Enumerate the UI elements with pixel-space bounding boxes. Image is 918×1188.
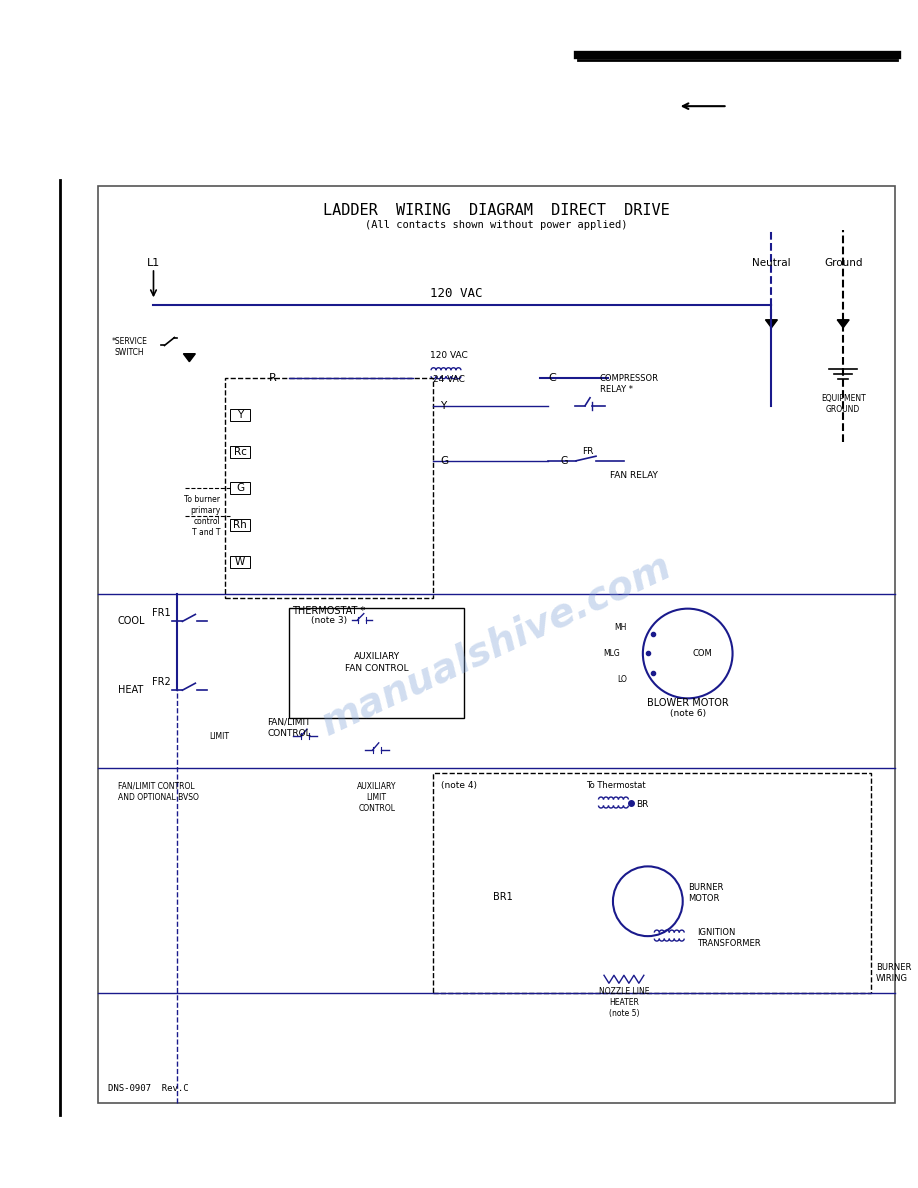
- Text: NOZZLE LINE
HEATER
(note 5): NOZZLE LINE HEATER (note 5): [599, 987, 649, 1018]
- Text: *SERVICE
SWITCH: *SERVICE SWITCH: [112, 337, 148, 358]
- Text: To Thermostat: To Thermostat: [586, 781, 645, 790]
- Text: AUXILIARY
LIMIT
CONTROL: AUXILIARY LIMIT CONTROL: [357, 782, 397, 813]
- Text: THERMOSTAT *: THERMOSTAT *: [292, 606, 365, 617]
- Bar: [230, 556, 251, 568]
- Bar: [230, 519, 251, 531]
- Text: L1: L1: [147, 258, 160, 268]
- Text: W: W: [235, 557, 245, 567]
- Text: manualshive.com: manualshive.com: [315, 546, 677, 742]
- Bar: [230, 482, 251, 494]
- Text: AUXILIARY
FAN CONTROL: AUXILIARY FAN CONTROL: [345, 652, 409, 674]
- Text: C: C: [548, 373, 556, 384]
- Text: (note 6): (note 6): [669, 709, 706, 719]
- Bar: [289, 607, 465, 718]
- Text: BR1: BR1: [493, 892, 512, 902]
- Text: R: R: [269, 373, 277, 384]
- Text: Y: Y: [441, 400, 447, 411]
- Text: 120 VAC: 120 VAC: [430, 352, 467, 360]
- Text: To burner
primary
control
T and T: To burner primary control T and T: [185, 494, 220, 537]
- Text: FAN RELAY: FAN RELAY: [610, 470, 658, 480]
- Text: BURNER
WIRING: BURNER WIRING: [876, 963, 912, 984]
- Text: G: G: [560, 456, 567, 466]
- Text: COOL: COOL: [118, 617, 145, 626]
- Text: (note 3): (note 3): [311, 617, 347, 625]
- Text: G: G: [236, 484, 244, 493]
- Text: (note 4): (note 4): [441, 781, 476, 790]
- Text: FR2: FR2: [152, 677, 172, 687]
- Text: LADDER  WIRING  DIAGRAM  DIRECT  DRIVE: LADDER WIRING DIAGRAM DIRECT DRIVE: [323, 203, 670, 219]
- Text: G: G: [441, 456, 449, 466]
- Bar: [230, 446, 251, 457]
- Bar: [225, 378, 432, 599]
- Text: Rh: Rh: [233, 520, 247, 530]
- Text: FR1: FR1: [152, 608, 171, 619]
- Text: FAN/LIMIT
CONTROL: FAN/LIMIT CONTROL: [267, 718, 311, 738]
- Bar: [97, 185, 895, 1104]
- Text: MLG: MLG: [603, 649, 620, 658]
- Text: DNS-0907  Rev.C: DNS-0907 Rev.C: [107, 1085, 188, 1093]
- Text: LIMIT: LIMIT: [209, 732, 230, 740]
- Text: BR: BR: [636, 800, 648, 809]
- Text: FR: FR: [582, 447, 594, 456]
- Text: BLOWER MOTOR: BLOWER MOTOR: [647, 699, 729, 708]
- Text: COMPRESSOR
RELAY *: COMPRESSOR RELAY *: [600, 374, 659, 393]
- Text: 24 VAC: 24 VAC: [432, 375, 465, 384]
- Text: 120 VAC: 120 VAC: [431, 286, 483, 299]
- Text: Y: Y: [237, 410, 243, 419]
- Text: COM: COM: [693, 649, 712, 658]
- Polygon shape: [184, 354, 196, 361]
- Text: Ground: Ground: [824, 258, 862, 268]
- Text: HEAT: HEAT: [118, 685, 143, 695]
- Text: IGNITION
TRANSFORMER: IGNITION TRANSFORMER: [697, 928, 760, 948]
- Text: LO: LO: [617, 676, 627, 684]
- Bar: [230, 409, 251, 421]
- Text: Neutral: Neutral: [752, 258, 790, 268]
- Bar: [432, 772, 871, 993]
- Text: FAN/LIMIT CONTROL
AND OPTIONAL BVSO: FAN/LIMIT CONTROL AND OPTIONAL BVSO: [118, 782, 198, 802]
- Text: BURNER
MOTOR: BURNER MOTOR: [688, 883, 723, 903]
- Polygon shape: [837, 320, 849, 328]
- Text: Rc: Rc: [234, 447, 247, 456]
- Text: MH: MH: [615, 623, 627, 632]
- Text: EQUIPMENT
GROUND: EQUIPMENT GROUND: [821, 394, 866, 415]
- Polygon shape: [766, 320, 778, 328]
- Text: (All contacts shown without power applied): (All contacts shown without power applie…: [365, 221, 628, 230]
